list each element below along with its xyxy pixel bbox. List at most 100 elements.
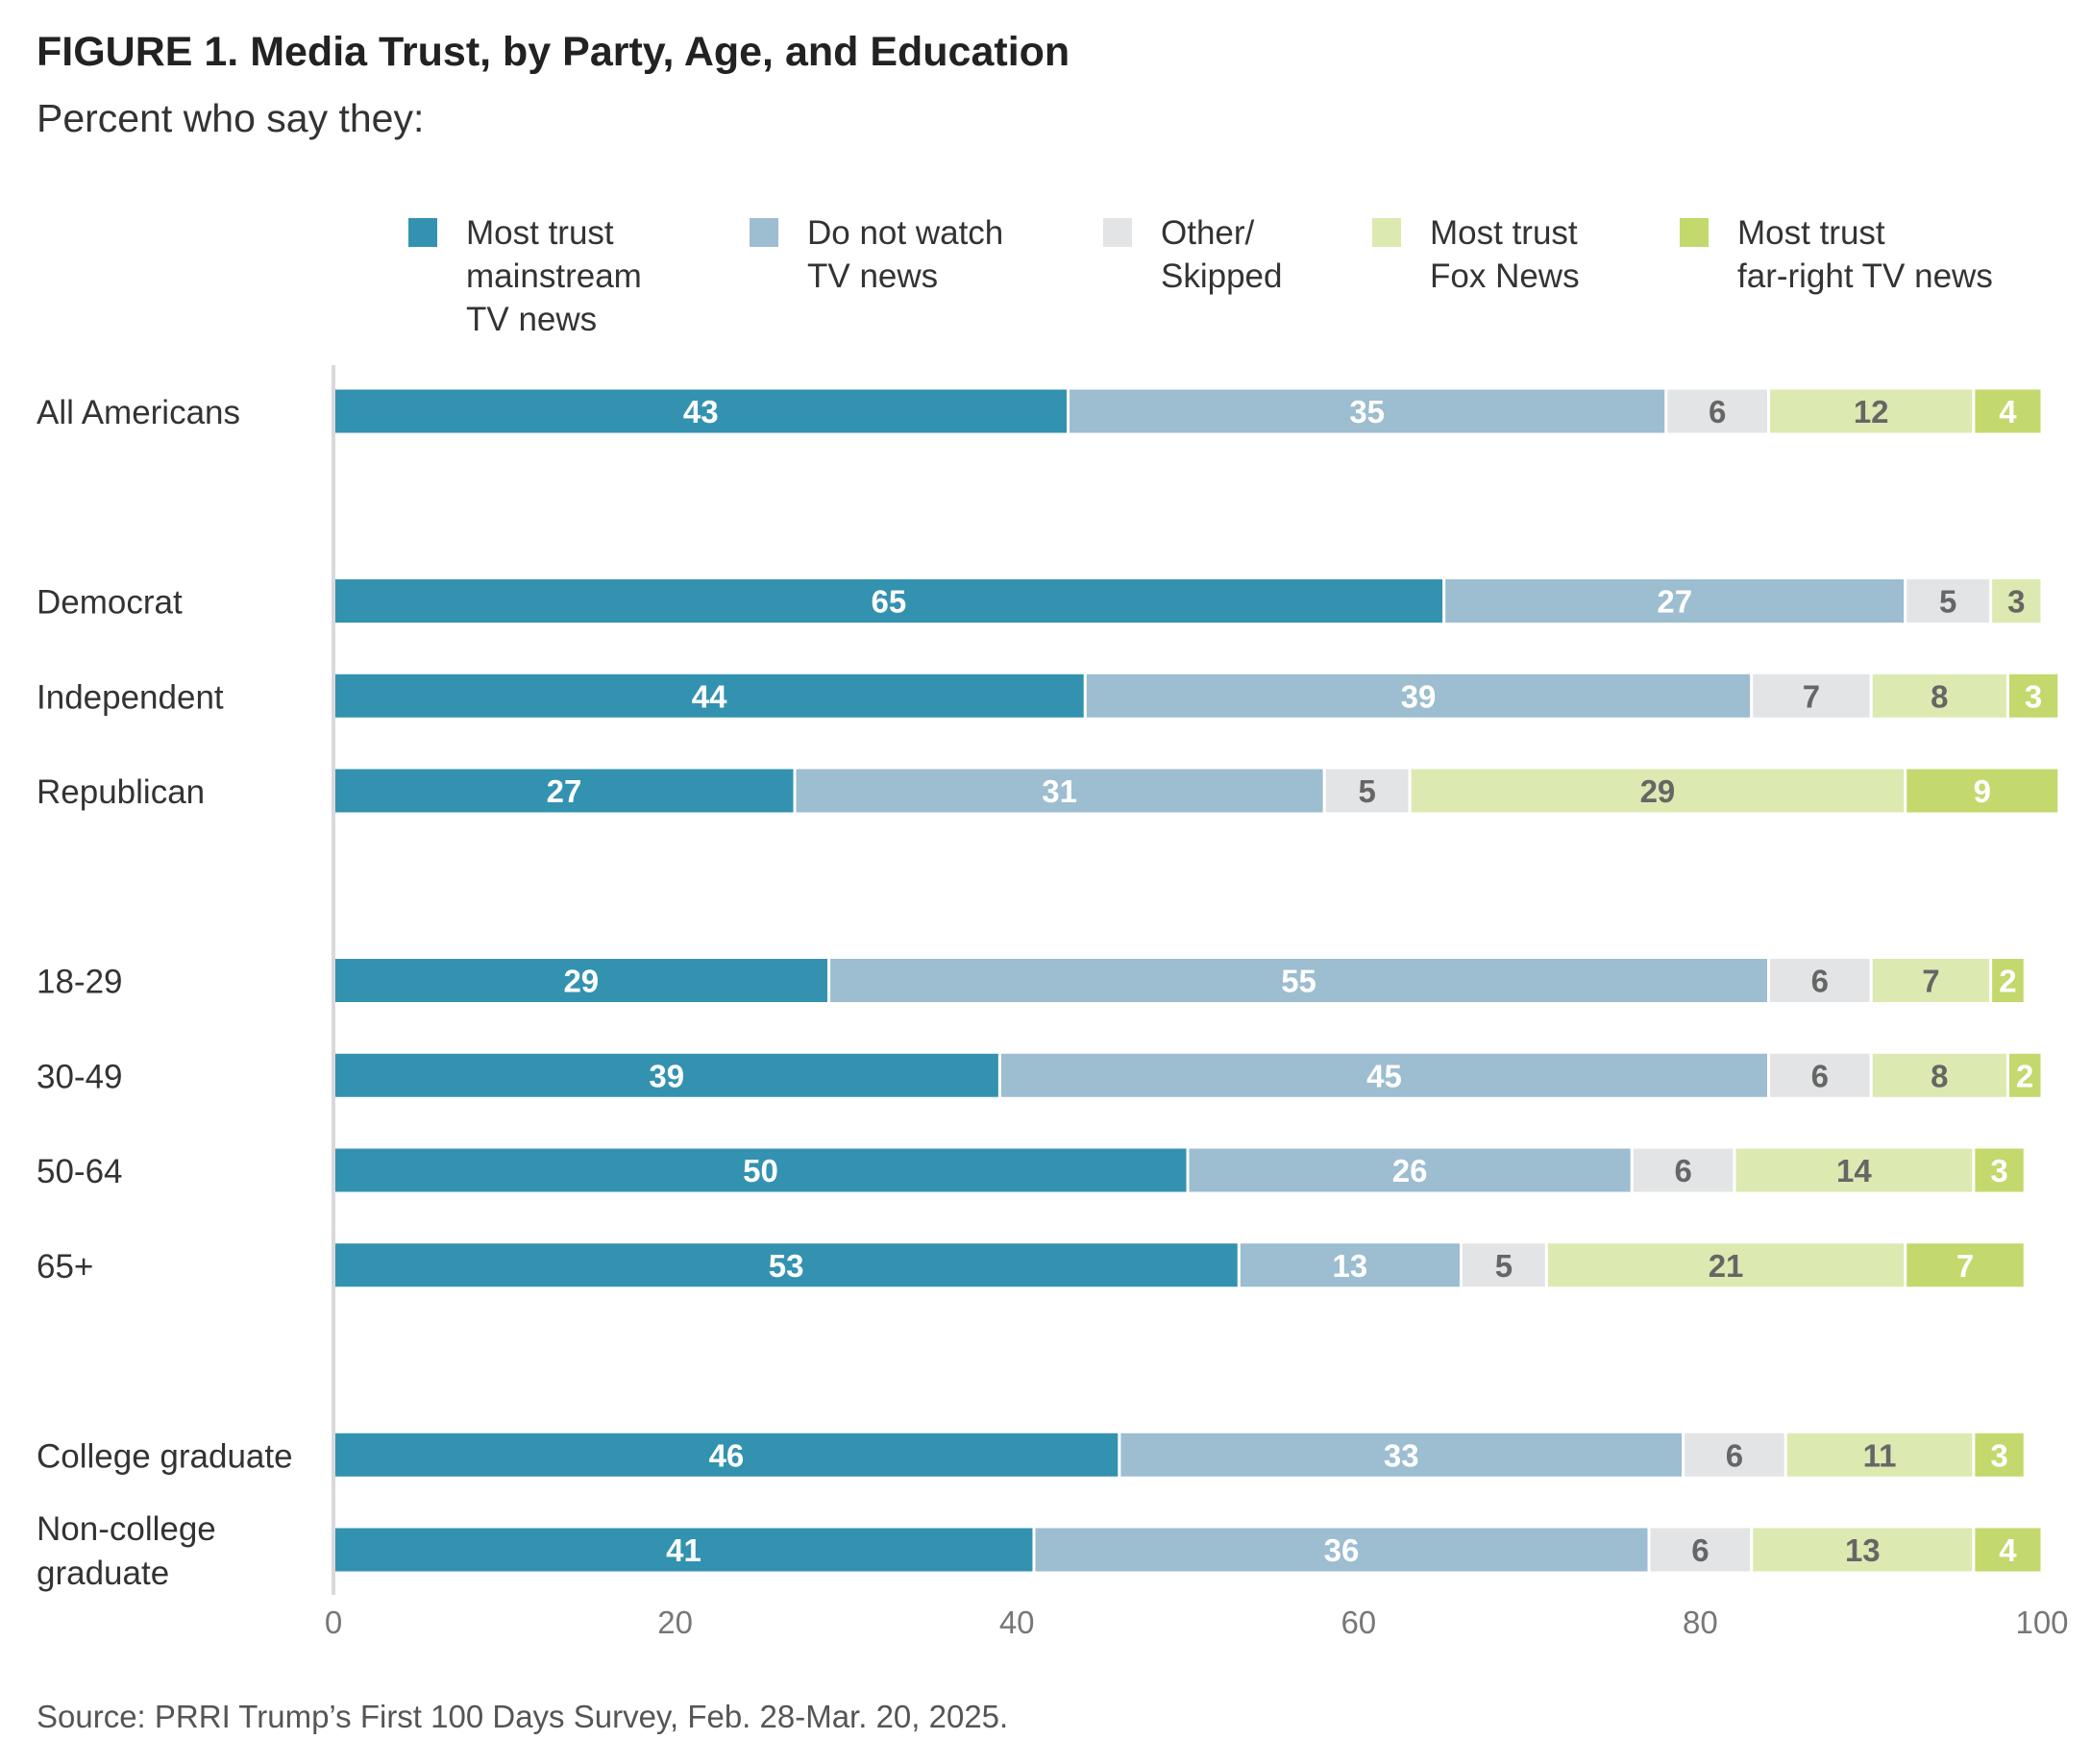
bar-value-label: 3 (1990, 1153, 2007, 1188)
bar-value-label: 55 (1281, 964, 1316, 999)
bar-value-label: 36 (1324, 1532, 1360, 1568)
row-label: 30-49 (37, 1058, 123, 1095)
row-label: graduate (37, 1555, 169, 1592)
legend-label-2: TV news (807, 257, 938, 295)
row-labels: All Americans Democrat Independent Republic… (37, 394, 293, 1592)
bar-value-label: 3 (2025, 678, 2042, 714)
bar-value-label: 41 (666, 1532, 701, 1568)
bar-segment (1237, 1240, 1463, 1290)
bar-value-label: 13 (1333, 1248, 1368, 1284)
legend-swatch-4 (1372, 218, 1401, 247)
x-tick-label: 40 (999, 1605, 1035, 1640)
bars: 43 35 6 12 465 27 5 344 39 7 8 327 31 5 29 929 55 6 7 239 45… (332, 386, 2061, 1575)
bar-value-label: 6 (1691, 1532, 1709, 1568)
bar-value-label: 26 (1392, 1153, 1428, 1188)
bar-value-label: 43 (683, 394, 719, 429)
bar-value-label: 27 (547, 773, 582, 809)
bar-value-label: 8 (1931, 678, 1948, 714)
bar-segment (997, 1050, 1771, 1100)
bar-value-label: 7 (1803, 678, 1820, 714)
bar-segment (1972, 386, 2044, 436)
x-tick-label: 100 (2015, 1605, 2068, 1640)
legend-swatch-3 (1103, 218, 1132, 247)
bar-value-label: 5 (1939, 584, 1956, 620)
bar-value-label: 7 (1922, 964, 1939, 999)
bar-value-label: 11 (1863, 1437, 1897, 1473)
bar-value-label: 39 (1401, 678, 1437, 714)
row-label: College graduate (37, 1437, 293, 1475)
legend-label-1: mainstream (466, 257, 642, 295)
bar-value-label: 33 (1384, 1437, 1419, 1473)
legend-label-3: Other/ (1161, 214, 1255, 252)
legend: Most trust mainstream TV news Do not watch T… (408, 214, 1993, 338)
bar-segment (1767, 386, 1976, 436)
bar-value-label: 45 (1366, 1058, 1402, 1093)
bar-segment (1869, 671, 2009, 721)
bar-segment (1750, 671, 1873, 721)
bar-segment (2005, 671, 2061, 721)
bar-segment (1186, 1145, 1634, 1195)
legend-label-5: far-right TV news (1737, 257, 1993, 295)
bar-segment (332, 671, 1087, 721)
bar-value-label: 2 (1999, 964, 2016, 999)
bar-segment (1904, 766, 2061, 816)
legend-label-4: Most trust (1430, 214, 1578, 252)
bar-value-label: 44 (692, 678, 727, 714)
bar-segment (1869, 956, 1993, 1005)
bar-value-label: 5 (1495, 1248, 1513, 1284)
bar-segment (1869, 1050, 2009, 1100)
bar-segment (332, 386, 1070, 436)
x-tick-label: 80 (1683, 1605, 1718, 1640)
bar-value-label: 21 (1709, 1248, 1744, 1284)
row-label: 50-64 (37, 1153, 123, 1190)
bar-value-label: 4 (1999, 1532, 2017, 1568)
bar-segment (2005, 1050, 2044, 1100)
legend-label-2: Do not watch (807, 214, 1003, 252)
bar-segment (1118, 1430, 1685, 1480)
bar-value-label: 8 (1931, 1058, 1948, 1093)
row-label: 18-29 (37, 964, 123, 1001)
legend-label-1: TV news (466, 301, 597, 338)
bar-value-label: 31 (1042, 773, 1077, 809)
bar-value-label: 65 (871, 584, 906, 620)
legend-label-5: Most trust (1737, 214, 1885, 252)
bar-value-label: 6 (1709, 394, 1726, 429)
row-label: Republican (37, 773, 205, 811)
legend-label-3: Skipped (1161, 257, 1282, 295)
bar-segment (1647, 1525, 1754, 1575)
x-tick-label: 0 (325, 1605, 342, 1640)
bar-segment (1972, 1430, 2027, 1480)
bar-value-label: 50 (743, 1153, 778, 1188)
legend-swatch-1 (408, 218, 437, 247)
bar-value-label: 2 (2016, 1058, 2033, 1093)
x-tick-label: 60 (1341, 1605, 1376, 1640)
bar-value-label: 53 (769, 1248, 804, 1284)
bar-segment (332, 1525, 1036, 1575)
bar-segment (1733, 1145, 1976, 1195)
bar-segment (1904, 1240, 2027, 1290)
bar-segment (1989, 956, 2027, 1005)
row-label: Independent (37, 678, 224, 716)
row-label: 65+ (37, 1248, 93, 1286)
bar-value-label: 27 (1657, 584, 1692, 620)
bar-segment (1972, 1525, 2044, 1575)
bar-segment (1322, 766, 1412, 816)
bar-segment (1904, 576, 1993, 625)
bar-value-label: 14 (1836, 1153, 1872, 1188)
bar-segment (1767, 1050, 1873, 1100)
bar-value-label: 7 (1956, 1248, 1974, 1284)
bar-segment (1989, 576, 2044, 625)
chart-title: FIGURE 1. Media Trust, by Party, Age, an… (37, 29, 1070, 75)
bar-value-label: 6 (1811, 1058, 1829, 1093)
bar-value-label: 3 (1990, 1437, 2007, 1473)
bar-value-label: 29 (563, 964, 599, 999)
legend-swatch-2 (750, 218, 778, 247)
bar-value-label: 39 (649, 1058, 684, 1093)
row-label: Democrat (37, 584, 183, 622)
bar-value-label: 35 (1349, 394, 1385, 429)
bar-segment (1682, 1430, 1787, 1480)
x-tick-label: 20 (657, 1605, 693, 1640)
bar-segment (332, 1430, 1121, 1480)
bar-value-label: 29 (1640, 773, 1676, 809)
bar-segment (1408, 766, 1907, 816)
